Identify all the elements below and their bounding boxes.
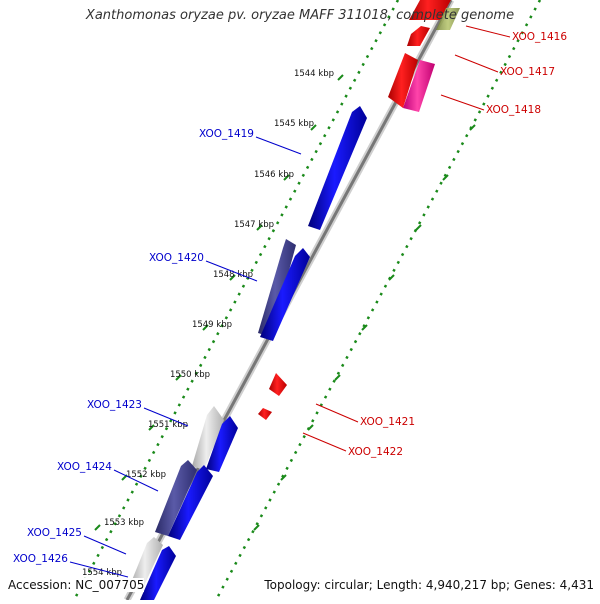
gene-xoo-1416[interactable] [407, 26, 430, 46]
scale-line-left [72, 0, 400, 601]
tick-label: 1549 kbp [192, 320, 232, 330]
map-title: Xanthomonas oryzae pv. oryzae MAFF 31101… [85, 8, 515, 23]
gene-xoo-1423[interactable] [206, 416, 238, 472]
tick-label: 1553 kbp [104, 518, 144, 528]
gene-xoo-1420[interactable] [260, 248, 310, 341]
gene-xoo-1424[interactable] [168, 465, 213, 540]
gene-xoo-1421[interactable] [269, 373, 287, 396]
gene-label-xoo-1417[interactable]: XOO_1417 [500, 66, 555, 78]
gene-label-xoo-1422[interactable]: XOO_1422 [348, 446, 403, 458]
scale-tickmarks [94, 74, 476, 531]
gene-xoo-1419[interactable] [308, 106, 367, 230]
left-labels: XOO_1419 XOO_1420 XOO_1423 XOO_1424 XOO_… [13, 128, 254, 565]
gene-xoo-1418[interactable] [403, 60, 435, 112]
topology-text: Topology: circular; Length: 4,940,217 bp… [264, 578, 594, 592]
tick-label: 1552 kbp [126, 470, 166, 480]
scale-line-right [214, 0, 542, 601]
gene-xoo-1417[interactable] [388, 53, 418, 108]
tick-label: 1554 kbp [82, 568, 122, 578]
gene-label-xoo-1425[interactable]: XOO_1425 [27, 527, 82, 539]
gene-xoo-1420-other[interactable] [258, 239, 296, 337]
gene-label-xoo-1423[interactable]: XOO_1423 [87, 399, 142, 411]
gene-label-xoo-1416[interactable]: XOO_1416 [512, 31, 567, 43]
tick-label: 1544 kbp [294, 69, 334, 79]
gene-xoo-1425-pseudo[interactable] [130, 537, 163, 590]
tick-labels: 1544 kbp 1545 kbp 1546 kbp 1547 kbp 1548… [82, 69, 334, 578]
tick-label: 1547 kbp [234, 220, 274, 230]
right-labels: XOO_1416 XOO_1417 XOO_1418 XOO_1421 XOO_… [348, 31, 567, 458]
reverse-strand-features [258, 0, 460, 420]
gene-xoo-1416-top[interactable] [409, 0, 451, 20]
gene-label-xoo-1426[interactable]: XOO_1426 [13, 553, 68, 565]
tick-label: 1550 kbp [170, 370, 210, 380]
gene-xoo-1423-pseudo[interactable] [192, 406, 224, 470]
gene-xoo-1422[interactable] [258, 408, 272, 420]
gene-label-xoo-1419[interactable]: XOO_1419 [199, 128, 254, 140]
right-leaders [302, 25, 511, 452]
accession-text: Accession: NC_007705 [8, 578, 145, 592]
left-leaders [69, 136, 302, 578]
tick-label: 1545 kbp [274, 119, 314, 129]
tick-label: 1546 kbp [254, 170, 294, 180]
gene-label-xoo-1424[interactable]: XOO_1424 [57, 461, 112, 473]
gene-xoo-1426[interactable] [140, 546, 176, 600]
gene-label-xoo-1421[interactable]: XOO_1421 [360, 416, 415, 428]
gene-xoo-1424-other[interactable] [155, 460, 197, 536]
tick-label: 1551 kbp [148, 420, 188, 430]
forward-strand-features [130, 106, 367, 600]
tick-label: 1548 kbp [213, 270, 253, 280]
gene-label-xoo-1418[interactable]: XOO_1418 [486, 104, 541, 116]
gene-label-xoo-1420[interactable]: XOO_1420 [149, 252, 204, 264]
gene-xoo-1416-other[interactable] [436, 8, 460, 30]
